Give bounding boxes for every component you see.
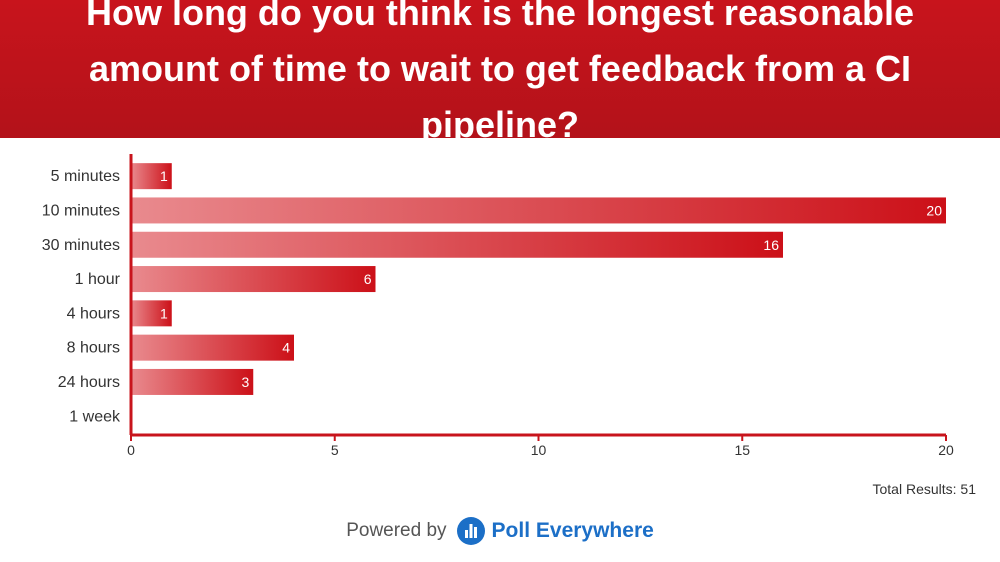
bar <box>131 368 254 395</box>
bars-group: 1 20 16 6 1 4 3 <box>131 163 946 395</box>
data-label: 6 <box>364 271 372 287</box>
poll-question-title: How long do you think is the longest rea… <box>85 0 915 145</box>
bar <box>131 197 946 224</box>
bar <box>131 266 376 293</box>
bar <box>131 334 294 361</box>
total-results: Total Results: 51 <box>872 481 977 497</box>
bar <box>131 300 172 327</box>
category-labels: 5 minutes 10 minutes 30 minutes 1 hour 4 hou… <box>42 168 121 425</box>
x-tick-label: 0 <box>127 442 135 458</box>
results-bar-chart: 1 20 16 6 1 4 3 5 minutes 10 minutes 30 minutes 1… <box>42 154 954 458</box>
category-label: 10 minutes <box>42 202 120 219</box>
header-banner: How long do you think is the longest rea… <box>0 0 1000 145</box>
category-label: 4 hours <box>67 305 120 322</box>
x-tick-label: 20 <box>938 442 954 458</box>
brand[interactable]: Poll Everywhere <box>456 517 654 545</box>
data-label: 20 <box>926 202 942 218</box>
category-label: 5 minutes <box>51 168 120 185</box>
category-label: 30 minutes <box>42 237 120 254</box>
x-tick-label: 10 <box>531 442 547 458</box>
data-label: 16 <box>763 237 779 253</box>
bar <box>131 231 783 258</box>
x-tick-label: 5 <box>331 442 339 458</box>
x-tick-label: 15 <box>734 442 750 458</box>
data-label: 1 <box>160 305 168 321</box>
data-label: 1 <box>160 168 168 184</box>
bar-chart-icon <box>456 517 485 545</box>
brand-name: Poll Everywhere <box>491 519 654 542</box>
data-label: 3 <box>241 374 249 390</box>
footer: Powered by Poll Everywhere <box>0 512 1000 550</box>
powered-by-label: Powered by <box>346 520 447 541</box>
tick-labels: 0 5 10 15 20 <box>127 435 954 458</box>
category-label: 1 week <box>69 408 121 425</box>
data-label: 4 <box>282 340 290 356</box>
category-label: 1 hour <box>75 271 121 288</box>
bar <box>131 163 172 190</box>
category-label: 24 hours <box>58 374 120 391</box>
category-label: 8 hours <box>67 340 120 357</box>
